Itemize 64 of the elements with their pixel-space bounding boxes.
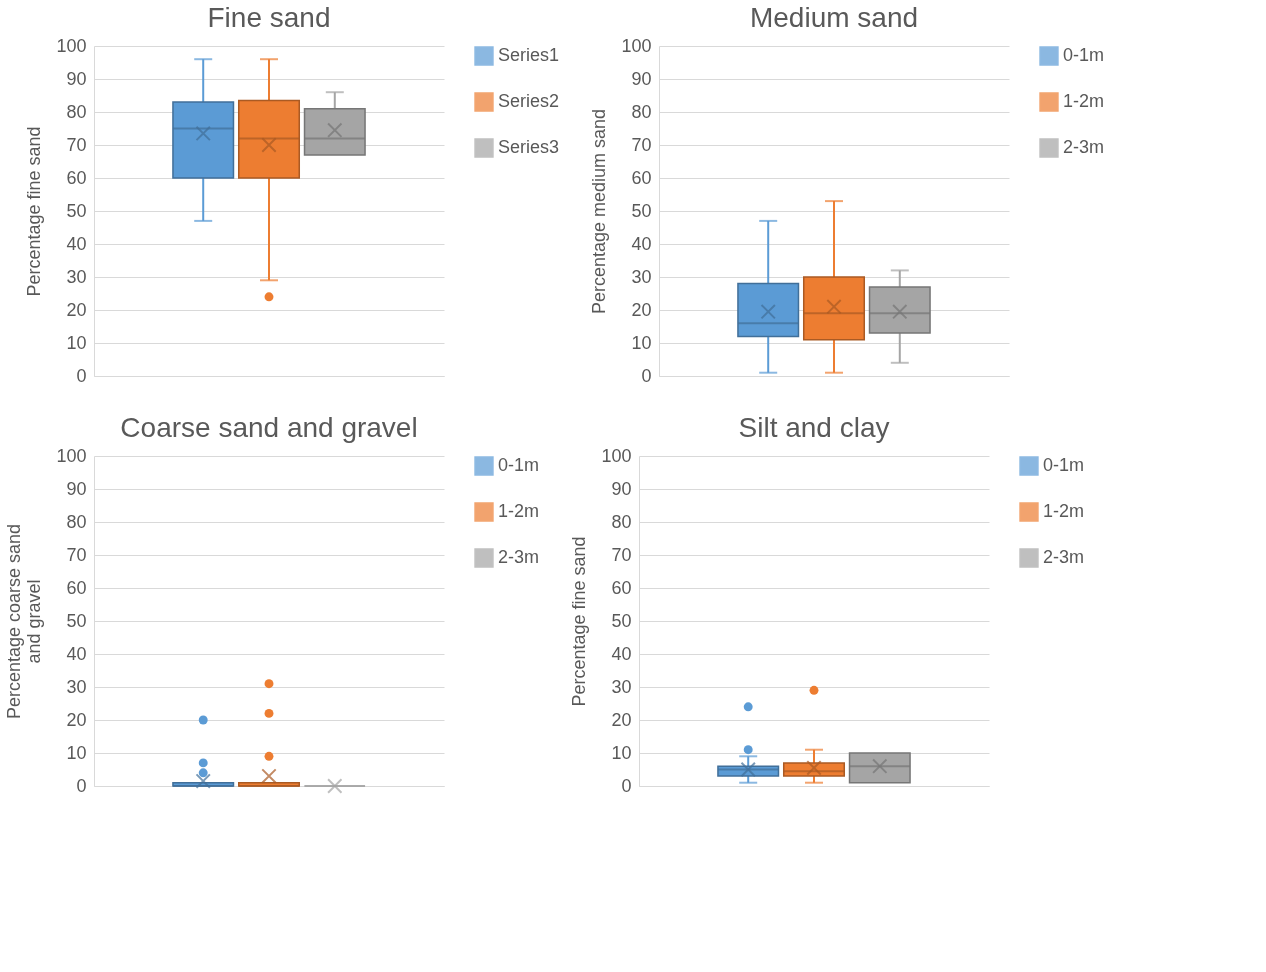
y-tick-label: 70 [66,134,87,155]
y-tick-label: 0 [641,365,652,386]
y-tick-label: 20 [66,299,87,320]
y-tick-label: 20 [66,709,87,730]
y-tick-label: 20 [611,709,632,730]
y-axis-title: Percentage medium sand [589,108,610,315]
chart-title: Medium sand [749,2,919,33]
chart-title: Silt and clay [738,412,890,443]
y-tick-label: 90 [66,68,87,89]
y-tick-label: 70 [66,544,87,565]
legend-label: 2-3m [498,547,540,567]
legend-label: 2-3m [1043,547,1085,567]
y-tick-label: 60 [611,577,632,598]
y-tick-label: 90 [631,68,652,89]
y-tick-label: 90 [66,478,87,499]
y-tick-label: 10 [631,332,652,353]
y-tick-label: 80 [611,511,632,532]
legend-label: 1-2m [1043,501,1085,521]
y-tick-label: 100 [601,445,632,466]
legend-label: 2-3m [1063,137,1105,157]
y-tick-label: 100 [56,445,87,466]
y-tick-label: 80 [66,511,87,532]
y-tick-label: 40 [66,643,87,664]
y-tick-label: 10 [611,742,632,763]
legend-label: Series2 [498,91,560,111]
y-tick-label: 30 [631,266,652,287]
chart-title: Coarse sand and gravel [120,412,418,443]
y-tick-label: 10 [66,742,87,763]
y-tick-label: 80 [66,101,87,122]
y-tick-label: 40 [611,643,632,664]
y-tick-label: 100 [56,35,87,56]
y-tick-label: 30 [66,676,87,697]
y-tick-label: 0 [76,365,87,386]
y-tick-label: 50 [66,200,87,221]
y-tick-label: 60 [631,167,652,188]
legend-label: 0-1m [1043,455,1085,475]
y-tick-label: 90 [611,478,632,499]
legend-label: Series3 [498,137,560,157]
y-tick-label: 30 [611,676,632,697]
legend-label: 1-2m [1063,91,1105,111]
y-tick-label: 0 [76,775,87,796]
y-tick-label: 20 [631,299,652,320]
y-tick-label: 0 [621,775,632,796]
y-tick-label: 100 [621,35,652,56]
y-tick-label: 60 [66,577,87,598]
y-tick-label: 40 [66,233,87,254]
y-tick-label: 50 [611,610,632,631]
y-tick-label: 80 [631,101,652,122]
legend-label: 0-1m [1063,45,1105,65]
chart-title: Fine sand [207,2,331,33]
y-tick-label: 40 [631,233,652,254]
y-axis-title: Percentage fine sand [24,126,45,297]
legend-label: Series1 [498,45,560,65]
y-tick-label: 50 [66,610,87,631]
y-axis-title: Percentage fine sand [569,536,590,707]
y-tick-label: 10 [66,332,87,353]
y-tick-label: 70 [631,134,652,155]
y-axis-title: Percentage coarse sand and gravel [4,523,45,720]
y-tick-label: 60 [66,167,87,188]
legend-label: 1-2m [498,501,540,521]
y-tick-label: 70 [611,544,632,565]
y-tick-label: 50 [631,200,652,221]
legend-label: 0-1m [498,455,540,475]
y-tick-label: 30 [66,266,87,287]
